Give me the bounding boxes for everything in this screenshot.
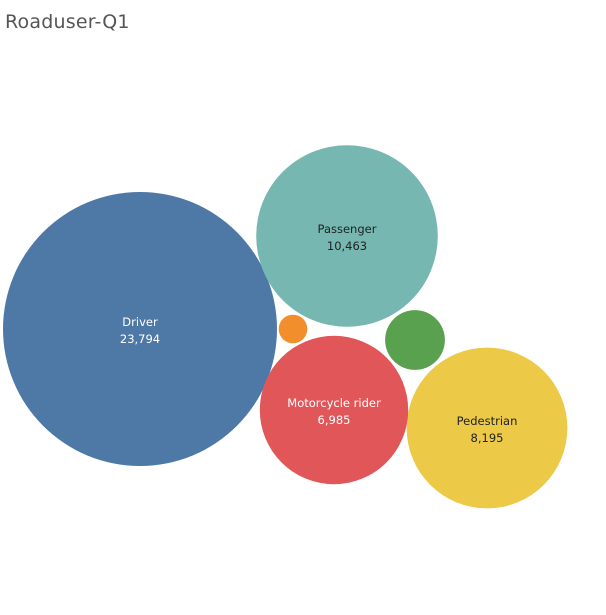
- bubble-label-motorcycle-rider: Motorcycle rider: [287, 396, 381, 410]
- bubble-bubble-6[interactable]: [278, 314, 308, 344]
- bubble-label-driver: Driver: [122, 315, 158, 329]
- bubble-value-driver: 23,794: [120, 332, 160, 346]
- bubble-label-pedestrian: Pedestrian: [457, 414, 518, 428]
- bubble-motorcycle-rider[interactable]: [259, 335, 409, 485]
- bubble-label-passenger: Passenger: [318, 222, 377, 236]
- bubble-passenger[interactable]: [256, 145, 438, 327]
- bubble-value-passenger: 10,463: [327, 239, 367, 253]
- bubble-pedestrian[interactable]: [406, 347, 568, 509]
- bubble-value-pedestrian: 8,195: [471, 431, 504, 445]
- chart-title: Roaduser-Q1: [5, 11, 130, 33]
- bubble-bubble-5[interactable]: [385, 310, 445, 370]
- bubble-driver[interactable]: [3, 192, 277, 466]
- bubble-value-motorcycle-rider: 6,985: [318, 413, 351, 427]
